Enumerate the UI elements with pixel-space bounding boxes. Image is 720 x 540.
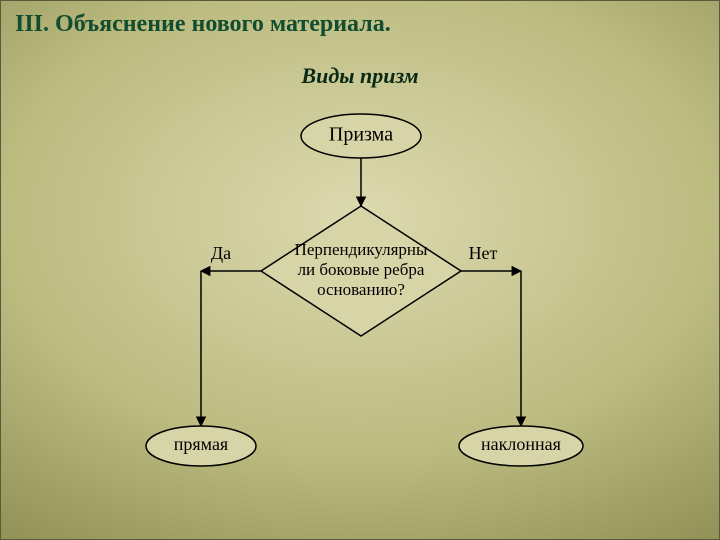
flow-node-label-decision-line1: ли боковые ребра — [298, 260, 425, 279]
flow-node-label-straight: прямая — [174, 434, 228, 454]
section-heading: III. Объяснение нового материала. — [15, 11, 391, 38]
flow-node-label-decision-line0: Перпендикулярны — [295, 240, 428, 259]
flow-label-no_label: Нет — [469, 243, 498, 263]
flow-node-label-decision-line2: основанию? — [317, 280, 405, 299]
flow-label-yes_label: Да — [211, 243, 231, 263]
slide-subtitle: Виды призм — [1, 63, 719, 89]
slide: III. Объяснение нового материала. Виды п… — [0, 0, 720, 540]
flow-node-label-oblique: наклонная — [481, 434, 561, 454]
flowchart: Призма Перпендикулярныли боковые ребраосн… — [121, 101, 601, 501]
flow-node-label-start: Призма — [329, 124, 393, 146]
